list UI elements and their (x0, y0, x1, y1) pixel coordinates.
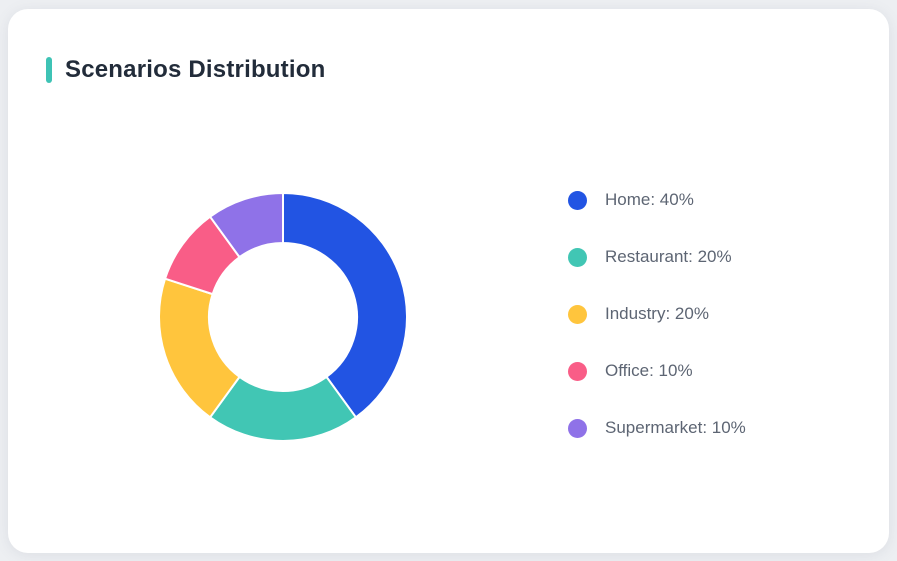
legend-label-industry: Industry: 20% (605, 304, 709, 323)
legend-item-supermarket[interactable]: Supermarket: 10% (568, 418, 746, 438)
legend-dot-industry (568, 304, 587, 324)
donut-slice-home[interactable] (282, 192, 408, 419)
legend-dot-home (568, 190, 587, 210)
legend-item-home[interactable]: Home: 40% (568, 190, 746, 210)
legend-item-restaurant[interactable]: Restaurant: 20% (568, 247, 746, 267)
legend-label-supermarket: Supermarket: 10% (605, 418, 746, 437)
legend-label-home: Home: 40% (605, 190, 694, 209)
legend-dot-supermarket (568, 418, 587, 438)
legend-label-office: Office: 10% (605, 361, 693, 380)
donut-chart (158, 192, 408, 442)
legend-label-restaurant: Restaurant: 20% (605, 247, 732, 266)
legend-dot-office (568, 361, 587, 381)
legend-item-industry[interactable]: Industry: 20% (568, 304, 746, 324)
scenarios-distribution-card: Scenarios Distribution Home: 40% Restaur… (8, 9, 889, 553)
legend-item-office[interactable]: Office: 10% (568, 361, 746, 381)
title-accent-bar (46, 57, 52, 83)
legend-dot-restaurant (568, 247, 587, 267)
card-header: Scenarios Distribution (46, 56, 325, 84)
card-title: Scenarios Distribution (65, 56, 326, 83)
donut-slice-supermarket[interactable] (209, 192, 284, 259)
chart-legend: Home: 40% Restaurant: 20% Industry: 20% … (568, 190, 746, 475)
